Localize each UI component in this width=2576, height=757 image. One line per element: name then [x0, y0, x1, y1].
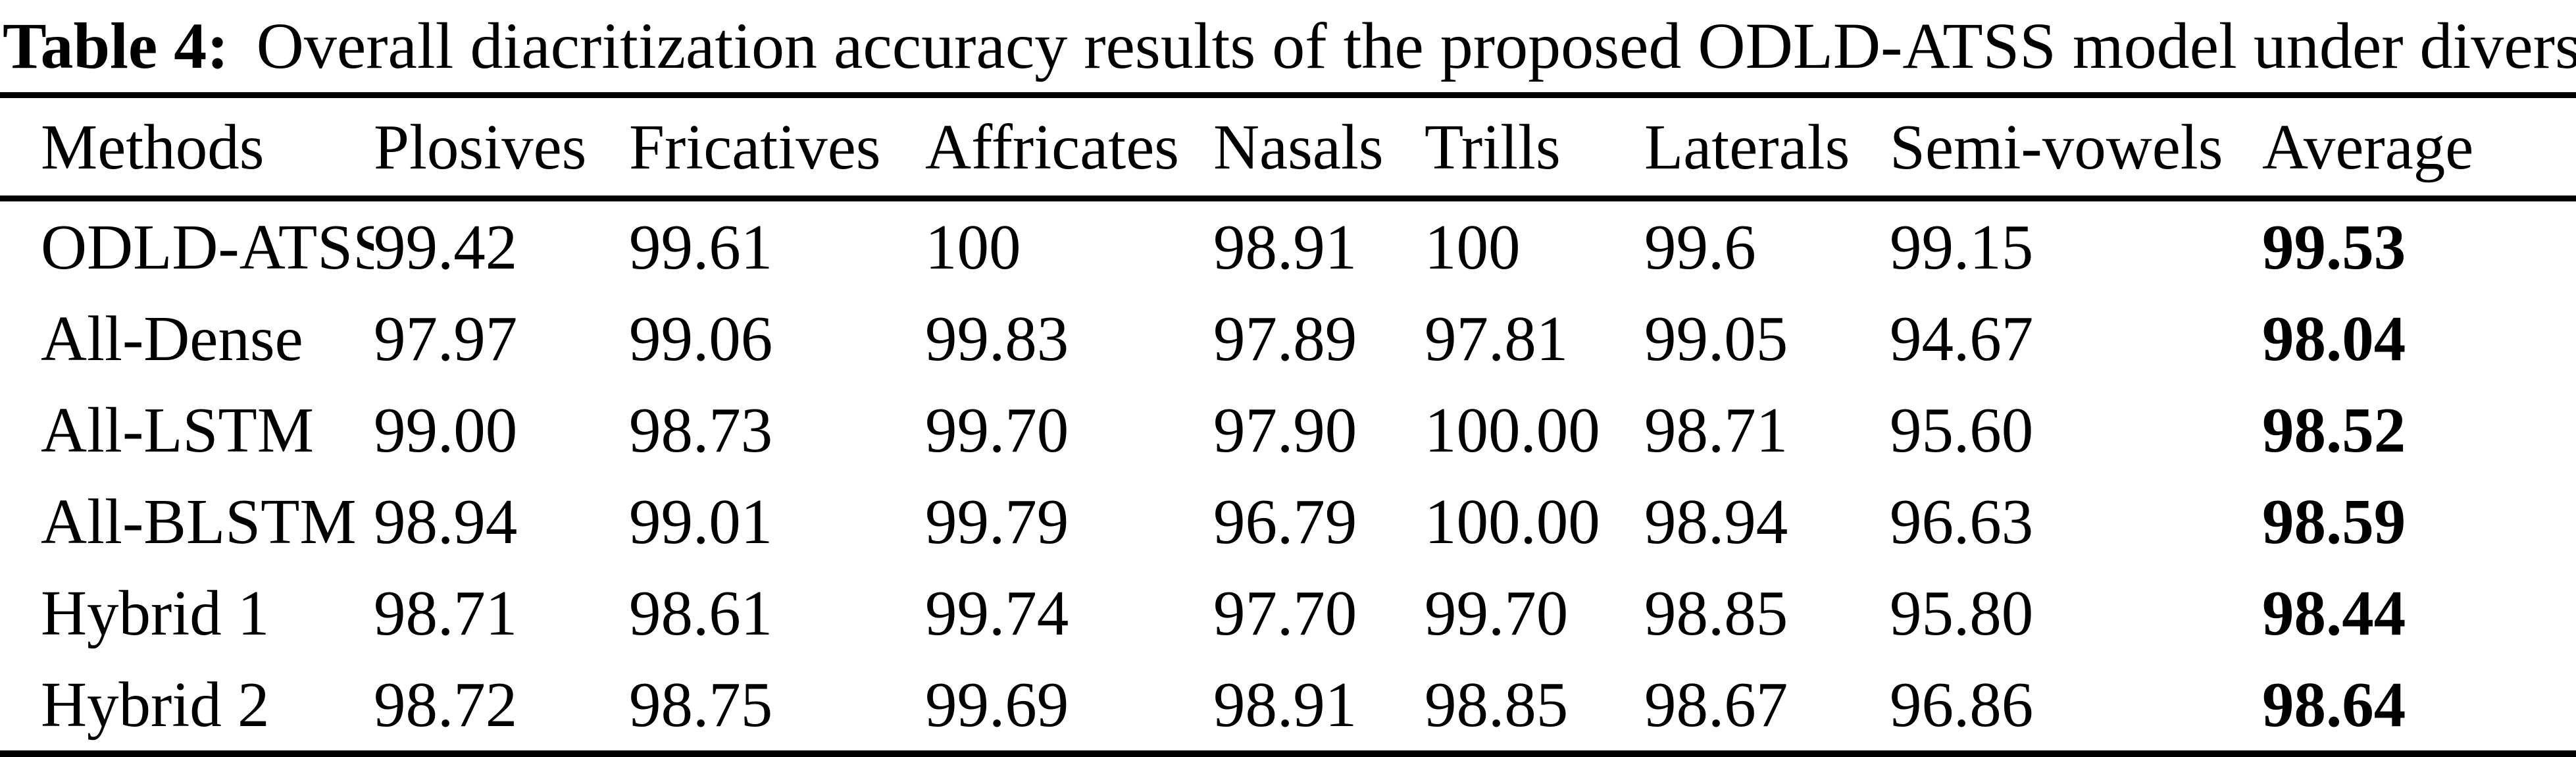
- value-cell: 96.86: [1890, 669, 2034, 740]
- method-cell: ODLD-ATSS: [41, 212, 374, 282]
- column-header-methods: Methods: [41, 111, 265, 182]
- value-cell: 97.90: [1213, 395, 1357, 465]
- average-cell: 98.44: [2262, 578, 2406, 648]
- value-cell: 100.00: [1425, 395, 1600, 465]
- value-cell: 99.15: [1890, 212, 2034, 282]
- value-cell: 100.00: [1425, 486, 1600, 557]
- results-table: Methods Plosives Fricatives Affricates N…: [0, 92, 2576, 757]
- method-cell: Hybrid 2: [41, 669, 270, 740]
- average-cell: 98.52: [2262, 395, 2406, 465]
- value-cell: 99.70: [925, 395, 1069, 465]
- table-caption-text: Overall diacritization accuracy results …: [256, 9, 2576, 82]
- value-cell: 97.97: [374, 303, 518, 374]
- table-caption-label: Table 4:: [3, 9, 229, 82]
- column-header-plosives: Plosives: [374, 111, 587, 182]
- value-cell: 99.42: [374, 212, 518, 282]
- table-row: ODLD-ATSS 99.42 99.61 100 98.91 100 99.6…: [0, 199, 2576, 294]
- table-row: All-Dense 97.97 99.06 99.83 97.89 97.81 …: [0, 293, 2576, 384]
- value-cell: 99.79: [925, 486, 1069, 557]
- value-cell: 98.91: [1213, 212, 1357, 282]
- average-cell: 98.59: [2262, 486, 2406, 557]
- value-cell: 98.72: [374, 669, 518, 740]
- value-cell: 99.83: [925, 303, 1069, 374]
- value-cell: 98.71: [1644, 395, 1788, 465]
- value-cell: 99.05: [1644, 303, 1788, 374]
- column-header-semi-vowels: Semi-vowels: [1890, 111, 2223, 182]
- value-cell: 99.06: [629, 303, 773, 374]
- column-header-laterals: Laterals: [1644, 111, 1850, 182]
- value-cell: 97.81: [1425, 303, 1569, 374]
- table-row: All-BLSTM 98.94 99.01 99.79 96.79 100.00…: [0, 476, 2576, 567]
- value-cell: 96.63: [1890, 486, 2034, 557]
- method-cell: All-LSTM: [41, 395, 314, 465]
- value-cell: 97.70: [1213, 578, 1357, 648]
- method-cell: All-BLSTM: [41, 486, 357, 557]
- value-cell: 96.79: [1213, 486, 1357, 557]
- value-cell: 99.69: [925, 669, 1069, 740]
- method-cell: All-Dense: [41, 303, 303, 374]
- value-cell: 98.67: [1644, 669, 1788, 740]
- table-row: Hybrid 1 98.71 98.61 99.74 97.70 99.70 9…: [0, 567, 2576, 659]
- value-cell: 98.85: [1425, 669, 1569, 740]
- value-cell: 98.61: [629, 578, 773, 648]
- value-cell: 98.91: [1213, 669, 1357, 740]
- column-header-fricatives: Fricatives: [629, 111, 881, 182]
- average-cell: 99.53: [2262, 212, 2406, 282]
- value-cell: 99.01: [629, 486, 773, 557]
- method-cell: Hybrid 1: [41, 578, 270, 648]
- value-cell: 99.74: [925, 578, 1069, 648]
- value-cell: 99.00: [374, 395, 518, 465]
- column-header-affricates: Affricates: [925, 111, 1180, 182]
- column-header-trills: Trills: [1425, 111, 1561, 182]
- value-cell: 98.73: [629, 395, 773, 465]
- value-cell: 100: [925, 212, 1021, 282]
- value-cell: 94.67: [1890, 303, 2034, 374]
- value-cell: 100: [1425, 212, 1521, 282]
- value-cell: 98.85: [1644, 578, 1788, 648]
- column-header-nasals: Nasals: [1213, 111, 1384, 182]
- table-caption: Table 4: Overall diacritization accuracy …: [0, 0, 2576, 92]
- column-header-average: Average: [2262, 111, 2474, 182]
- value-cell: 98.94: [374, 486, 518, 557]
- average-cell: 98.04: [2262, 303, 2406, 374]
- table-row: Hybrid 2 98.72 98.75 99.69 98.91 98.85 9…: [0, 659, 2576, 754]
- value-cell: 99.70: [1425, 578, 1569, 648]
- value-cell: 95.60: [1890, 395, 2034, 465]
- average-cell: 98.64: [2262, 669, 2406, 740]
- value-cell: 99.6: [1644, 212, 1756, 282]
- value-cell: 99.61: [629, 212, 773, 282]
- value-cell: 97.89: [1213, 303, 1357, 374]
- value-cell: 98.71: [374, 578, 518, 648]
- table-row: All-LSTM 99.00 98.73 99.70 97.90 100.00 …: [0, 384, 2576, 476]
- header-row: Methods Plosives Fricatives Affricates N…: [0, 95, 2576, 199]
- value-cell: 95.80: [1890, 578, 2034, 648]
- value-cell: 98.94: [1644, 486, 1788, 557]
- value-cell: 98.75: [629, 669, 773, 740]
